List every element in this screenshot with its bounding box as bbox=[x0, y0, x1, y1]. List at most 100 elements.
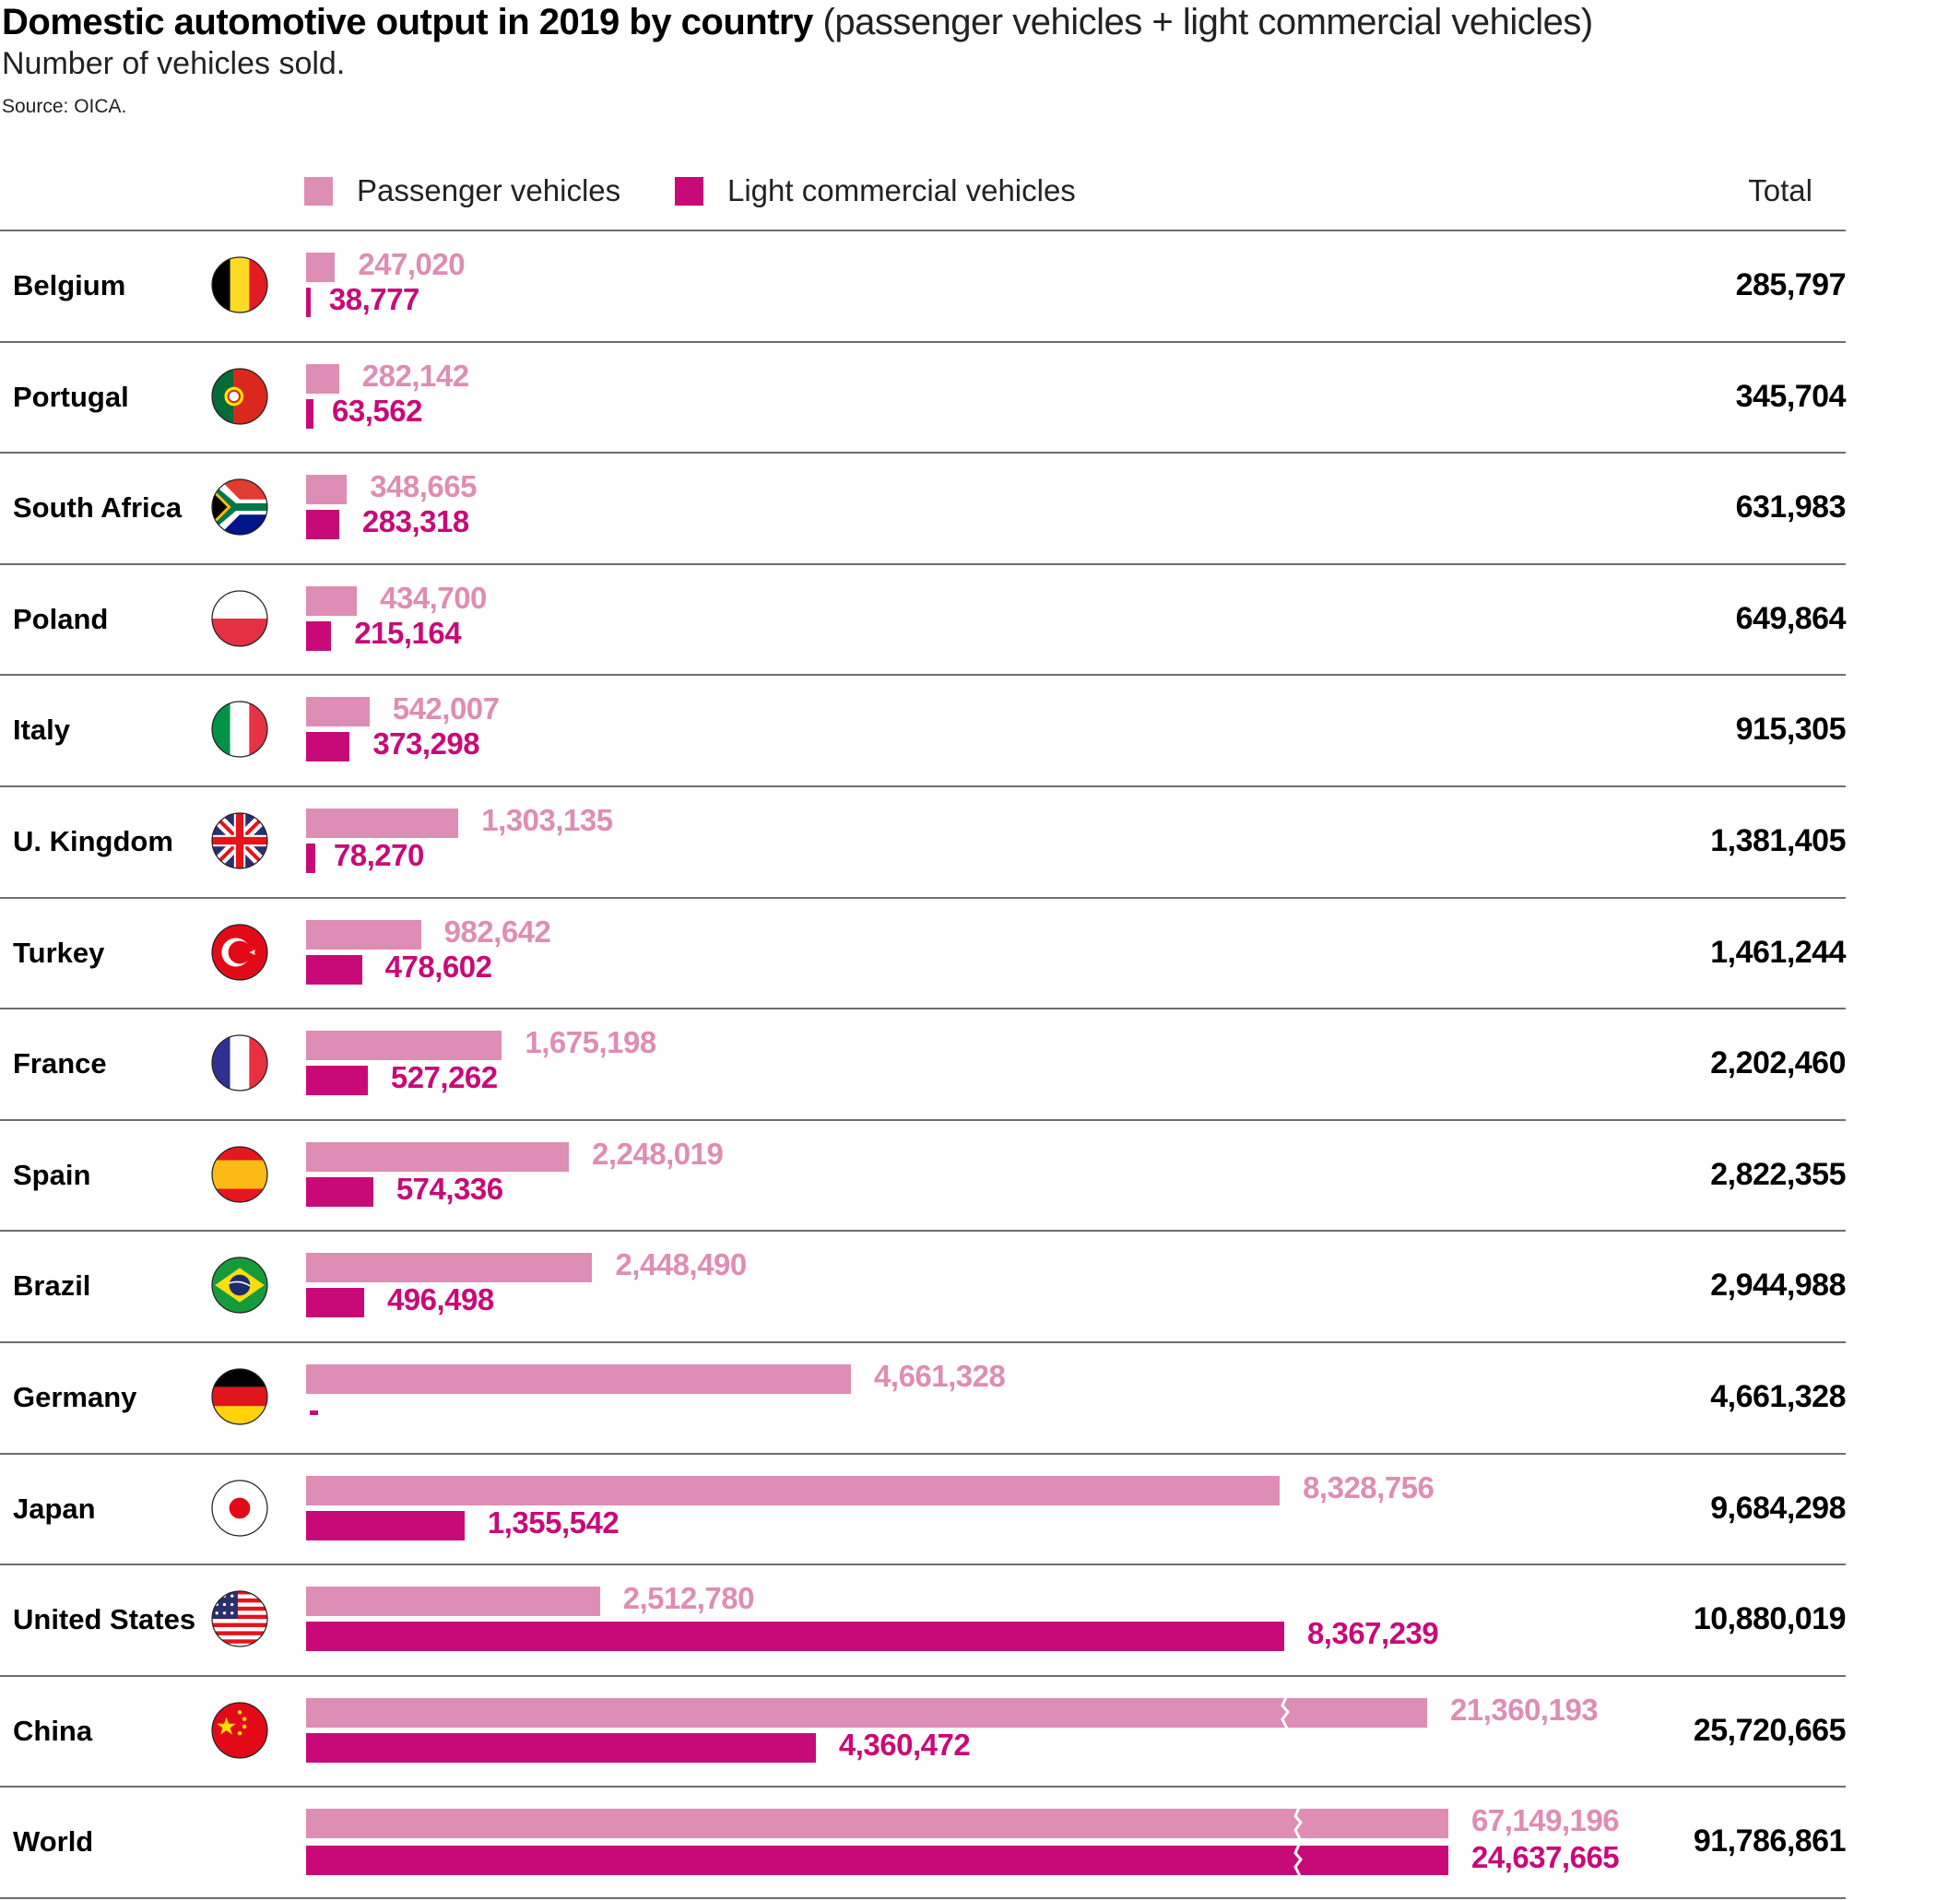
category-label: Poland bbox=[13, 602, 109, 635]
data-label-passenger: 434,700 bbox=[380, 580, 487, 615]
chart-row-world: World 67,149,196 24,637,665 91,786,861 bbox=[0, 1787, 1847, 1897]
bar-light-commercial bbox=[306, 1066, 368, 1096]
bar-light-commercial bbox=[306, 954, 362, 985]
data-label-light-commercial: 478,602 bbox=[384, 949, 492, 984]
category-label: Belgium bbox=[13, 269, 126, 301]
row-separator bbox=[0, 896, 1846, 899]
title-main: Domestic automotive output in 2019 by co… bbox=[2, 2, 813, 42]
data-label-passenger: 2,448,490 bbox=[615, 1247, 747, 1282]
total-column-header: Total bbox=[1748, 173, 1812, 207]
bar-light-commercial bbox=[306, 1176, 373, 1207]
bar-light-commercial bbox=[306, 1622, 1284, 1652]
row-separator bbox=[0, 340, 1846, 343]
total-value: 915,305 bbox=[1735, 712, 1847, 748]
chart-source: Source: OICA. bbox=[2, 96, 127, 117]
data-label-light-commercial: 215,164 bbox=[354, 615, 462, 650]
data-label-light-commercial: 78,270 bbox=[333, 838, 424, 872]
total-value: 9,684,298 bbox=[1710, 1490, 1846, 1526]
bar-light-commercial bbox=[306, 732, 350, 762]
data-label-passenger: 2,512,780 bbox=[622, 1581, 755, 1616]
bar-light-commercial bbox=[306, 1510, 465, 1540]
chart-row-poland: Poland 434,700 215,164 649,864 bbox=[0, 564, 1847, 675]
row-separator bbox=[0, 1897, 1846, 1899]
legend-item-light-commercial: Light commercial vehicles bbox=[675, 173, 1076, 207]
total-value: 2,202,460 bbox=[1710, 1045, 1846, 1081]
data-label-passenger: 348,665 bbox=[370, 469, 477, 504]
category-label: France bbox=[13, 1047, 107, 1080]
row-separator bbox=[0, 1786, 1846, 1788]
category-label: China bbox=[13, 1714, 93, 1747]
bar-passenger bbox=[306, 253, 336, 282]
chart-row-portugal: Portugal 282,142 63,562 345,704 bbox=[0, 342, 1847, 453]
bar-passenger bbox=[306, 1253, 593, 1283]
chart-subtitle: Number of vehicles sold. bbox=[2, 46, 346, 81]
row-separator bbox=[0, 674, 1846, 677]
data-label-light-commercial: 8,367,239 bbox=[1306, 1616, 1439, 1651]
data-label-passenger: 67,149,196 bbox=[1471, 1803, 1620, 1838]
bar-passenger bbox=[306, 475, 348, 505]
data-label-light-commercial: 527,262 bbox=[390, 1060, 498, 1095]
data-label-light-commercial: 283,318 bbox=[361, 504, 469, 539]
data-label-light-commercial: 4,360,472 bbox=[838, 1727, 971, 1762]
chart-row-germany: Germany 4,661,328 4,661,328 bbox=[0, 1342, 1846, 1453]
bar-passenger bbox=[306, 1031, 502, 1061]
row-separator bbox=[0, 1008, 1846, 1010]
total-value: 631,983 bbox=[1735, 490, 1847, 525]
chart-row-brazil: Brazil 2,448,490 496,498 2,944,988 bbox=[0, 1231, 1846, 1341]
brazil-flag-icon bbox=[211, 1257, 268, 1314]
axis-break-icon bbox=[1281, 1696, 1290, 1729]
total-value: 25,720,665 bbox=[1693, 1712, 1847, 1748]
spain-flag-icon bbox=[211, 1146, 268, 1203]
bar-light-commercial bbox=[306, 1732, 816, 1763]
data-label-passenger: 247,020 bbox=[358, 247, 466, 281]
japan-flag-icon bbox=[211, 1480, 268, 1537]
germany-flag-icon bbox=[211, 1368, 268, 1425]
chart-row-china: China 21,360,193 4,360,472 25,720,665 bbox=[0, 1676, 1847, 1787]
category-label: United States bbox=[13, 1603, 196, 1636]
bar-passenger bbox=[306, 919, 421, 950]
chart-row-turkey: Turkey 982,642 478,602 1,461,244 bbox=[0, 898, 1846, 1009]
data-label-passenger: 2,248,019 bbox=[592, 1136, 724, 1171]
bar-light-commercial bbox=[306, 1845, 1448, 1877]
total-value: 285,797 bbox=[1735, 267, 1847, 302]
bar-light-commercial bbox=[306, 398, 314, 429]
total-value: 649,864 bbox=[1735, 600, 1847, 636]
bar-light-commercial bbox=[306, 288, 311, 317]
data-label-passenger: 1,675,198 bbox=[525, 1025, 656, 1060]
chart-row-united-states: United States 2,512,780 8,367,239 10,880,01… bbox=[0, 1564, 1847, 1675]
total-value: 345,704 bbox=[1735, 378, 1847, 414]
total-value: 2,822,355 bbox=[1710, 1156, 1846, 1192]
total-value: 1,381,405 bbox=[1710, 823, 1846, 858]
chart-row-u-kingdom: U. Kingdom 1,303,135 78,270 1,381,405 bbox=[0, 786, 1846, 897]
bar-passenger bbox=[306, 585, 358, 616]
category-label: Japan bbox=[13, 1492, 96, 1525]
bar-passenger bbox=[306, 1587, 600, 1617]
category-label: U. Kingdom bbox=[13, 825, 173, 857]
row-separator bbox=[0, 452, 1846, 454]
bar-passenger bbox=[306, 1364, 852, 1394]
data-label-light-commercial: 574,336 bbox=[396, 1171, 503, 1206]
bar-passenger bbox=[306, 808, 459, 838]
bar-light-commercial-zero-marker bbox=[310, 1410, 318, 1415]
chart-row-spain: Spain 2,248,019 574,336 2,822,355 bbox=[0, 1120, 1846, 1231]
poland-flag-icon bbox=[211, 590, 268, 647]
south-africa-flag-icon bbox=[211, 478, 268, 536]
legend-swatch-light-commercial bbox=[675, 176, 703, 206]
row-separator bbox=[0, 562, 1846, 565]
data-label-passenger: 982,642 bbox=[443, 914, 551, 949]
title-qualifier: (passenger vehicles + light commercial v… bbox=[822, 2, 1594, 42]
data-label-light-commercial: 1,355,542 bbox=[487, 1505, 620, 1540]
bar-passenger bbox=[306, 1141, 570, 1172]
category-label: Portugal bbox=[13, 380, 129, 413]
row-separator bbox=[0, 1118, 1846, 1121]
total-value: 2,944,988 bbox=[1710, 1268, 1846, 1304]
us-flag-icon bbox=[211, 1590, 268, 1647]
category-label: Spain bbox=[13, 1158, 91, 1191]
italy-flag-icon bbox=[211, 701, 268, 758]
bar-passenger bbox=[306, 1475, 1281, 1505]
bar-light-commercial bbox=[306, 620, 332, 651]
category-label: World bbox=[13, 1825, 94, 1859]
axis-break-icon bbox=[1293, 1845, 1303, 1877]
total-value: 91,786,861 bbox=[1693, 1823, 1847, 1859]
chart-row-japan: Japan 8,328,756 1,355,542 9,684,298 bbox=[0, 1454, 1846, 1564]
